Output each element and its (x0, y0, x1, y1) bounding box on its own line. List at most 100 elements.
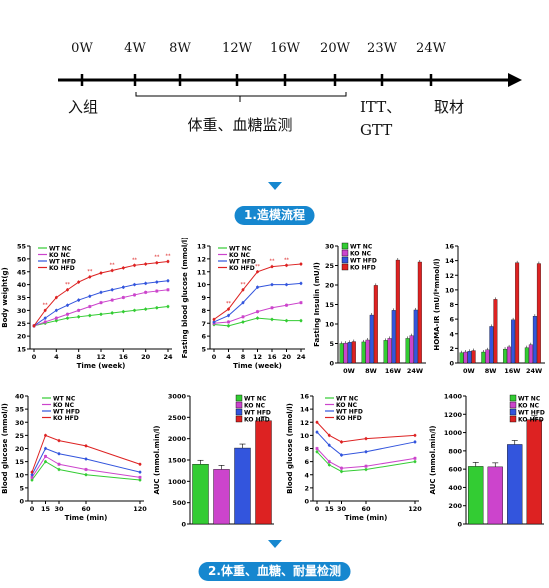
bar (471, 350, 476, 364)
significance-mark: ** (241, 282, 247, 288)
legend-swatch (341, 256, 349, 264)
timeline-week-label: 24W (416, 41, 447, 56)
data-point (121, 296, 125, 299)
data-point (227, 324, 230, 328)
legend-entry: WT NC (518, 395, 541, 402)
x-tick-label: 12 (96, 353, 105, 361)
legend-entry: KO NC (49, 252, 71, 259)
y-tick-label: 35 (15, 406, 25, 414)
y-axis-label: AUC (mmol.min/l) (153, 426, 161, 495)
bar (255, 420, 272, 525)
y-tick-label: 20 (17, 333, 27, 341)
legend-entry: WT NC (350, 243, 373, 250)
data-point (57, 452, 61, 456)
y-axis-label: Body weight(g) (1, 267, 9, 328)
significance-mark: ** (270, 259, 276, 265)
y-tick-label: 12 (445, 272, 454, 280)
data-point (77, 308, 81, 312)
timeline-week-label: 16W (270, 41, 301, 56)
data-point (241, 320, 245, 324)
y-tick-label: 30 (17, 307, 27, 315)
data-point (77, 280, 81, 284)
y-tick-label: 15 (17, 346, 27, 354)
legend-entry: KO NC (350, 250, 372, 257)
data-point (121, 266, 125, 270)
data-point (144, 262, 148, 266)
data-point (340, 440, 343, 444)
timeline-week-label: 23W (367, 41, 398, 56)
data-point (44, 454, 47, 458)
bar (507, 444, 523, 525)
y-tick-label: 8 (201, 307, 206, 315)
data-point (88, 314, 92, 317)
y-tick-label: 40 (15, 393, 25, 401)
x-tick-label: 0 (212, 353, 217, 361)
data-point (340, 453, 343, 457)
y-tick-label: 0 (19, 498, 24, 506)
y-tick-label: 50 (17, 255, 27, 263)
data-point (54, 308, 58, 312)
y-tick-label: 16 (445, 243, 455, 251)
y-tick-label: 25 (17, 320, 27, 328)
bar (391, 310, 396, 364)
data-point (30, 478, 34, 482)
legend-entry: KO HFD (244, 416, 270, 423)
bar (503, 348, 508, 364)
down-arrow-icon (267, 182, 282, 190)
timeline-arrowhead (508, 73, 522, 87)
x-tick-label: 20 (282, 353, 292, 361)
data-point (121, 310, 125, 314)
legend-entry: WT NC (229, 245, 252, 252)
bar (339, 343, 344, 364)
legend-entry: KO HFD (49, 265, 75, 272)
x-tick-label: 60 (81, 505, 91, 513)
data-point (364, 437, 368, 441)
y-tick-label: 1000 (168, 478, 187, 486)
y-tick-label: 13 (197, 243, 206, 251)
x-tick-label: 20 (141, 353, 151, 361)
legend-entry: WT HFD (518, 409, 545, 416)
data-point (66, 312, 69, 316)
y-axis-label: HOMA-IR (mU/l*mmol/l) (433, 258, 441, 350)
y-axis-label: Blood glucose (mmol/l) (286, 403, 294, 494)
x-tick-label: 8W (365, 367, 377, 375)
legend-entry: WT NC (244, 395, 267, 402)
y-tick-label: 0 (449, 360, 454, 368)
bar (515, 262, 520, 364)
bar (511, 319, 516, 364)
experiment-timeline: 0W 4W 8W 12W 16W 20W 23W 24W 入组 体重、血糖监测 ITT、 GT… (58, 41, 522, 139)
y-tick-label: 5 (201, 346, 206, 354)
bar (192, 464, 209, 525)
legend-entry: KO NC (229, 252, 251, 259)
y-tick-label: 2000 (168, 435, 187, 443)
chart-itt-auc: 0 200 400 600 800 1000 1200 1400 AUC (mmol.min/l… (429, 393, 545, 529)
series-line (33, 306, 169, 327)
y-tick-label: 30 (15, 419, 25, 427)
x-tick-label: 60 (361, 505, 371, 513)
data-point (327, 463, 331, 467)
bar (489, 326, 494, 364)
data-point (43, 320, 47, 324)
data-point (144, 281, 148, 285)
y-tick-label: 2 (449, 345, 454, 353)
legend-entry: WT HFD (49, 258, 76, 265)
bar (485, 349, 490, 364)
y-tick-label: 1000 (444, 429, 463, 437)
data-point (66, 303, 69, 307)
y-tick-label: 200 (448, 502, 462, 510)
x-tick-label: 4 (54, 353, 59, 361)
data-point (340, 470, 343, 473)
legend-entry: WT HFD (336, 408, 363, 415)
data-point (138, 478, 142, 482)
y-tick-label: 400 (448, 484, 462, 492)
legend-swatch (235, 408, 243, 416)
step2-badge: 2.体重、血糖、耐量检测 (198, 562, 351, 581)
data-point (327, 443, 331, 447)
y-tick-label: 40 (17, 281, 27, 289)
data-point (43, 308, 47, 312)
data-point (285, 263, 288, 267)
significance-mark: ** (154, 255, 160, 261)
bar (487, 466, 503, 525)
data-point (166, 288, 170, 292)
